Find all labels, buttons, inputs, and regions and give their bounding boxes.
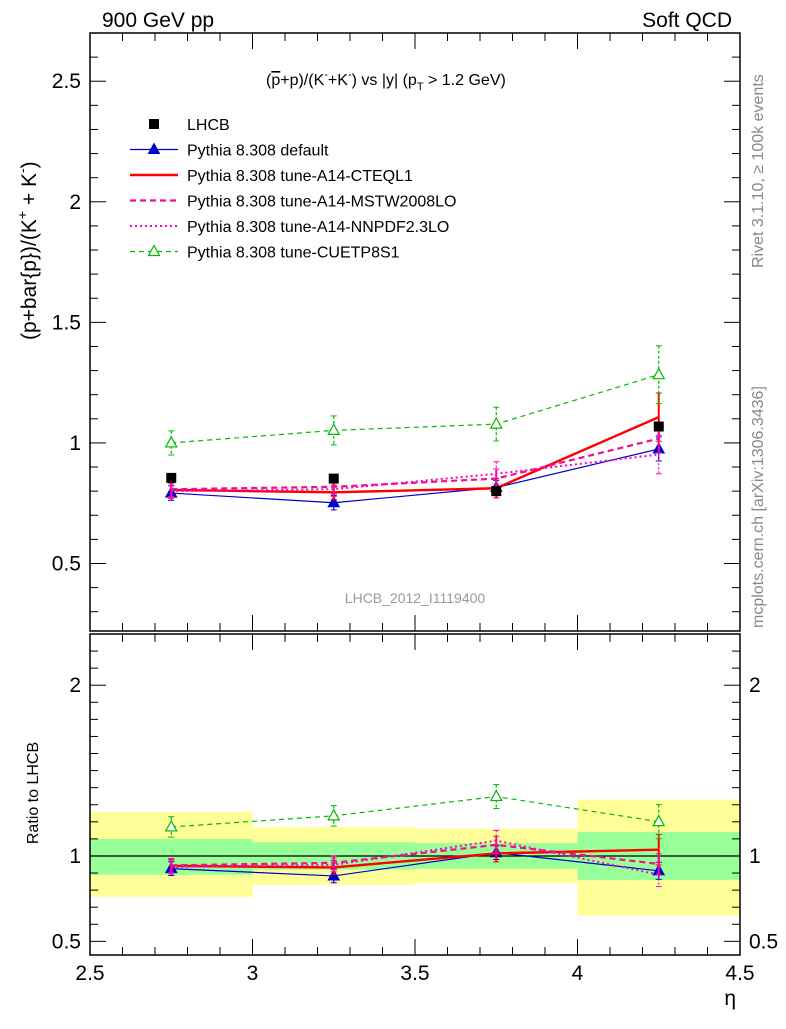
ratio-ytick-label-right: 0.5 [749, 930, 778, 953]
ratio-ytick-label-right: 1 [749, 845, 761, 868]
legend-entry-pythia-cuetp8s1: Pythia 8.308 tune-CUETP8S1 [130, 244, 400, 262]
ratio-pythia-default-line [171, 852, 659, 877]
ratio-pythia-a14-nnpdf23lo-series [168, 829, 662, 888]
ratio-pythia-cuetp8s1-marker [327, 808, 341, 821]
main-ytick-label: 0.5 [52, 552, 81, 575]
x-axis-label: η [724, 987, 736, 1010]
xtick-label: 3.5 [400, 962, 429, 985]
pbar-symbol: p [271, 72, 280, 89]
ratio-pythia-cuetp8s1-line [171, 795, 659, 828]
pythia-a14-mstw2008lo-series [168, 423, 662, 497]
legend-label: Pythia 8.308 tune-CUETP8S1 [187, 245, 400, 262]
main-panel: 0.5 1 1.5 2 2.5 (p+p)/(K-+K-) vs |y| (pT > 1… [14, 32, 741, 632]
legend-label: Pythia 8.308 tune-A14-CTEQL1 [187, 168, 413, 185]
rivet-text: Rivet 3.1.10, ≥ 100k events [750, 74, 767, 268]
main-frame [89, 32, 741, 632]
ratio-pythia-a14-nnpdf23lo-line [171, 839, 659, 876]
lhcb-data [166, 421, 664, 497]
pythia-cuetp8s1-marker [327, 423, 341, 435]
ratio-pythia-a14-mstw2008lo-line [171, 843, 659, 867]
ratio-ytick-label: 0.5 [52, 930, 81, 953]
main-plot [164, 345, 666, 511]
mcplots-text: mcplots.cern.ch [arXiv:1306.3436] [750, 386, 767, 628]
legend-marker [147, 142, 161, 154]
xtick-label: 3 [247, 962, 259, 985]
main-ytick-label: 1.5 [52, 311, 81, 334]
watermark: LHCB_2012_I1119400 [345, 590, 486, 606]
ratio-pythia-cuetp8s1-marker [164, 819, 178, 832]
legend-label: Pythia 8.308 default [187, 143, 329, 160]
main-ylabel: (p+bar{p})/(K+ + K-) [14, 161, 41, 340]
pythia-a14-nnpdf23lo-line [171, 453, 659, 493]
ratio-frame [89, 633, 741, 956]
pythia-default-marker [327, 495, 341, 508]
ratio-pythia-default-marker [327, 868, 341, 881]
ratio-ytick-label-right: 2 [749, 674, 761, 697]
pythia-cuetp8s1-marker [652, 367, 666, 380]
legend-marker [147, 244, 161, 257]
legend-label: Pythia 8.308 tune-A14-MSTW2008LO [187, 194, 456, 211]
pythia-a14-mstw2008lo-line [171, 437, 660, 491]
ratio-ytick-label: 1 [69, 845, 81, 868]
pythia-a14-cteql1-line [171, 416, 660, 494]
pythia-cuetp8s1-marker [489, 416, 503, 429]
header-left: 900 GeV pp [102, 9, 214, 32]
xtick-label: 4.5 [725, 962, 754, 985]
ratio-bands [90, 799, 740, 916]
lhcb-marker [653, 421, 664, 432]
header-right: Soft QCD [642, 9, 732, 32]
legend-entry-pythia-a14-nnpdf23lo: Pythia 8.308 tune-A14-NNPDF2.3LO [130, 219, 449, 236]
pythia-default-line [171, 448, 659, 504]
legend-entry-pythia-a14-cteql1: Pythia 8.308 tune-A14-CTEQL1 [130, 168, 413, 185]
legend-label: Pythia 8.308 tune-A14-NNPDF2.3LO [187, 219, 449, 236]
ratio-ticks: 0.5 0.5 1 1 2 2 2.5 3 3.5 4 4.5 [52, 634, 778, 985]
main-ytick-label: 1 [69, 432, 81, 455]
pythia-cuetp8s1-marker [164, 435, 178, 448]
legend-marker [149, 119, 159, 129]
main-ytick-label: 2.5 [52, 70, 81, 93]
legend-entry-pythia-default: Pythia 8.308 default [130, 142, 329, 160]
pythia-a14-nnpdf23lo-series [168, 434, 662, 499]
ratio-pythia-cuetp8s1-marker [652, 814, 666, 827]
pythia-cuetp8s1-line [171, 374, 659, 444]
pythia-cuetp8s1-series [164, 345, 666, 456]
ratio-plot [164, 784, 666, 888]
ratio-ytick-label: 2 [69, 674, 81, 697]
legend-label: LHCB [187, 117, 230, 134]
xtick-label: 2.5 [75, 962, 104, 985]
lhcb-marker [328, 473, 339, 484]
lhcb-marker [491, 486, 502, 497]
ratio-panel: 0.5 0.5 1 1 2 2 2.5 3 3.5 4 4.5 Ratio to LHCB η [25, 633, 778, 1010]
ratio-pythia-cuetp8s1-marker [489, 789, 503, 802]
xtick-label: 4 [572, 962, 584, 985]
ratio-pythia-cuetp8s1-series [164, 784, 666, 840]
main-ytick-label: 2 [69, 191, 81, 214]
legend-entry-lhcb: LHCB [149, 117, 230, 134]
legend: LHCB Pythia 8.308 default Pythia 8.308 tun… [130, 117, 456, 262]
lhcb-marker [166, 472, 177, 483]
main-ticks: 0.5 1 1.5 2 2.5 [52, 33, 741, 631]
main-title: (p+p)/(K-+K-) vs |y| (pT > 1.2 GeV) [266, 69, 506, 93]
ratio-ylabel: Ratio to LHCB [25, 742, 42, 844]
legend-entry-pythia-a14-mstw2008lo: Pythia 8.308 tune-A14-MSTW2008LO [130, 194, 456, 211]
